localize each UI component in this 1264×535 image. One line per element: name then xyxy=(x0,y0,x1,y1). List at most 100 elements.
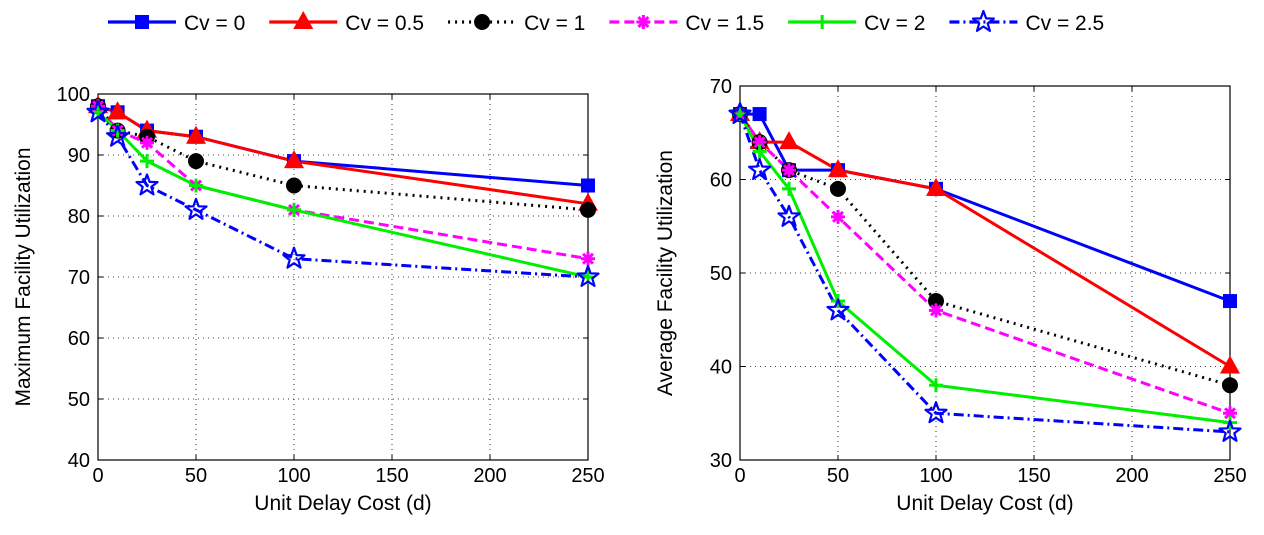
data-point-star xyxy=(728,101,752,125)
data-point-plus xyxy=(140,154,154,169)
data-point-circle xyxy=(580,201,596,218)
data-point-triangle-shape xyxy=(1220,355,1240,374)
data-point-plus xyxy=(287,202,301,217)
y-tick-label: 50 xyxy=(68,389,90,411)
data-point-circle-shape xyxy=(286,177,302,194)
x-tick-label: 100 xyxy=(919,465,952,487)
data-point-triangle xyxy=(828,159,848,178)
x-axis-label: Unit Delay Cost (d) xyxy=(896,492,1073,515)
data-point-asterisk-stroke xyxy=(782,164,796,177)
data-point-asterisk-stroke xyxy=(140,136,154,149)
plot-average-utilization: 0 50 100 150 200 250 30 40 50 60 70 Unit Delay Cost… xyxy=(654,76,1247,515)
data-point-triangle xyxy=(284,150,304,169)
legend-item: Cv = 1.5 xyxy=(609,12,764,35)
y-tick-label: 80 xyxy=(68,206,90,228)
legend-label: Cv = 2 xyxy=(864,12,925,35)
legend-marker-plus xyxy=(815,15,830,29)
x-axis-label: Unit Delay Cost (d) xyxy=(254,492,431,515)
legend-marker-square-shape xyxy=(135,15,149,29)
legend-marker-star-shape xyxy=(971,9,996,32)
legend: Cv = 0 Cv = 0.5 Cv = 1 Cv = 1.5 Cv = 2 Cv = 2… xyxy=(108,9,1104,35)
data-point-star xyxy=(777,204,801,227)
legend-label: Cv = 0.5 xyxy=(345,12,424,35)
data-point-star xyxy=(282,246,306,269)
data-point-asterisk-stroke xyxy=(831,210,845,223)
x-tick-label: 150 xyxy=(1017,465,1050,487)
legend-marker-asterisk-stroke xyxy=(637,15,650,29)
data-point-square xyxy=(581,178,595,193)
legend-label: Cv = 2.5 xyxy=(1025,12,1104,35)
data-point-circle-shape xyxy=(830,180,846,197)
x-tick-label: 100 xyxy=(277,465,310,487)
data-point-star xyxy=(576,264,600,287)
data-point-triangle xyxy=(186,125,206,144)
legend-item: Cv = 1 xyxy=(448,12,585,35)
y-axis-label: Average Facility Utilization xyxy=(654,150,677,396)
data-point-triangle-shape xyxy=(186,125,206,144)
data-point-star-shape xyxy=(86,100,110,123)
data-point-plus xyxy=(782,181,796,196)
data-point-star xyxy=(924,401,948,424)
data-point-star-shape xyxy=(777,204,801,227)
x-tick-label: 50 xyxy=(827,465,849,487)
y-axis-label: Maximum Facility Utilization xyxy=(12,147,35,406)
data-point-asterisk-stroke xyxy=(1223,407,1237,420)
legend-marker-circle-shape xyxy=(474,14,491,30)
y-tick-label: 70 xyxy=(710,76,732,98)
data-point-triangle-shape xyxy=(107,101,128,120)
data-point-square-shape xyxy=(752,107,767,122)
data-point-plus xyxy=(929,378,943,393)
data-point-triangle-shape xyxy=(284,150,304,169)
x-tick-label: 50 xyxy=(185,465,207,487)
series-line-2 xyxy=(96,105,589,212)
legend-label: Cv = 1 xyxy=(524,12,585,35)
data-point-square xyxy=(752,107,767,122)
y-tick-label: 50 xyxy=(710,263,732,285)
data-point-circle xyxy=(286,177,302,194)
data-point-star xyxy=(86,100,110,123)
data-point-star-shape xyxy=(747,158,772,181)
data-point-triangle-shape xyxy=(779,131,799,150)
series-line-4 xyxy=(96,111,589,279)
y-tick-label: 70 xyxy=(68,267,90,289)
data-point-star-shape xyxy=(105,124,130,147)
data-point-circle xyxy=(830,180,846,197)
y-tick-label: 90 xyxy=(68,145,90,167)
data-point-star xyxy=(1218,419,1242,442)
data-point-star-shape xyxy=(576,264,600,287)
data-point-asterisk-stroke xyxy=(581,252,595,265)
y-tick-label: 60 xyxy=(710,170,732,192)
data-point-star xyxy=(135,173,159,196)
x-tick-label: 150 xyxy=(375,465,408,487)
data-point-star-shape xyxy=(282,246,306,269)
data-point-plus xyxy=(189,178,203,193)
y-tick-label: 60 xyxy=(68,328,90,350)
legend-marker-triangle-shape xyxy=(293,11,314,29)
x-tick-label: 250 xyxy=(571,465,604,487)
data-point-star-shape xyxy=(826,298,850,321)
x-tick-label: 0 xyxy=(92,465,103,487)
data-point-triangle xyxy=(779,131,799,150)
legend-item: Cv = 2 xyxy=(788,12,925,35)
x-tick-label: 250 xyxy=(1213,465,1246,487)
data-point-star-shape xyxy=(924,401,948,424)
series-line-5 xyxy=(738,113,1231,434)
data-point-circle xyxy=(188,153,204,170)
x-tick-label: 0 xyxy=(734,465,745,487)
data-point-triangle xyxy=(926,177,946,196)
data-point-square-shape xyxy=(1223,294,1237,309)
y-tick-label: 30 xyxy=(710,450,732,472)
series-line-5 xyxy=(96,111,589,279)
data-point-circle-shape xyxy=(188,153,204,170)
data-point-circle-shape xyxy=(580,201,596,218)
data-point-circle-shape xyxy=(1222,377,1238,394)
data-point-star-shape xyxy=(1218,419,1242,442)
data-point-star-shape xyxy=(135,173,159,196)
data-point-asterisk-stroke xyxy=(929,304,943,317)
y-tick-label: 100 xyxy=(57,84,90,106)
data-point-asterisk xyxy=(929,303,943,318)
data-point-star xyxy=(105,124,130,147)
data-point-circle xyxy=(1222,377,1238,394)
plot-maximum-utilization: 0 50 100 150 200 250 40 50 60 70 80 90 100 Unit Delay… xyxy=(12,84,605,515)
